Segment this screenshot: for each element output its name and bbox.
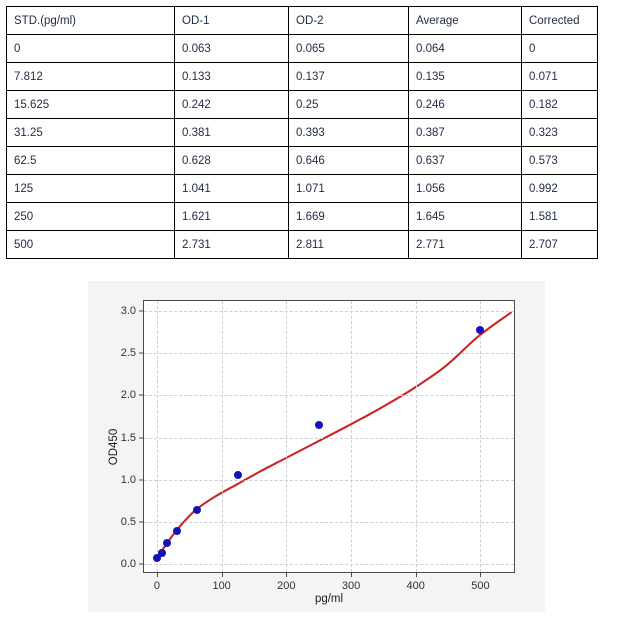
standard-curve-table-container: STD.(pg/ml) OD-1 OD-2 Average Corrected …: [6, 6, 598, 259]
table-cell: 2.811: [288, 230, 409, 259]
table-cell: 0.323: [521, 118, 598, 147]
table-cell: 2.771: [408, 230, 522, 259]
column-header-corrected: Corrected: [521, 6, 598, 35]
x-axis-label: pg/ml: [314, 593, 344, 605]
table-cell: 1.056: [408, 174, 522, 203]
table-cell: 0.133: [174, 62, 289, 91]
table-cell: 0.064: [408, 34, 522, 63]
y-tick-mark: [139, 394, 144, 396]
data-point-marker: [476, 326, 485, 335]
y-tick-label: 1.5: [120, 431, 136, 444]
table-row: 15.625 0.242 0.25 0.246 0.182: [6, 90, 598, 119]
x-tick-label: 500: [471, 580, 490, 592]
table-row: 0 0.063 0.065 0.064 0: [6, 34, 598, 63]
x-tick-mark: [286, 572, 288, 577]
x-tick-label: 100: [212, 580, 231, 592]
y-tick-mark: [139, 310, 144, 312]
data-point-marker: [163, 539, 172, 548]
y-tick-label: 3.0: [120, 305, 136, 318]
table-cell: 0.246: [408, 90, 522, 119]
column-header-od1: OD-1: [174, 6, 289, 35]
y-tick-mark: [139, 479, 144, 481]
table-cell: 1.669: [288, 202, 409, 231]
plot-frame: 0.0 0.5 1.0 1.5 2.0 2.5 3.0 0 100 200 300 400 500: [121, 300, 515, 592]
table-row: 31.25 0.381 0.393 0.387 0.323: [6, 118, 598, 147]
table-cell: 125: [6, 174, 175, 203]
x-tick-label: 300: [341, 580, 361, 592]
table-row: 250 1.621 1.669 1.645 1.581: [6, 202, 598, 231]
x-tick-mark: [221, 572, 223, 577]
standard-curve-table: STD.(pg/ml) OD-1 OD-2 Average Corrected …: [6, 6, 598, 259]
table-cell: 0.387: [408, 118, 522, 147]
data-point-marker: [233, 470, 242, 479]
x-tick-mark: [415, 572, 417, 577]
table-cell: 0.137: [288, 62, 409, 91]
y-tick-mark: [139, 437, 144, 438]
table-row: 125 1.041 1.071 1.056 0.992: [6, 174, 598, 203]
column-header-average: Average: [408, 6, 522, 35]
plot-area: 0.0 0.5 1.0 1.5 2.0 2.5 3.0 0 100 200 300 400 500: [121, 301, 514, 592]
data-point-marker: [157, 548, 166, 557]
table-cell: 2.707: [521, 230, 598, 259]
column-header-std: STD.(pg/ml): [6, 6, 175, 35]
table-cell: 0.628: [174, 146, 289, 175]
y-tick-label: 2.0: [120, 389, 136, 402]
table-row: 62.5 0.628 0.646 0.637 0.573: [6, 146, 598, 175]
table-cell: 15.625: [6, 90, 175, 119]
table-cell: 0.135: [408, 62, 522, 91]
table-row: 7.812 0.133 0.137 0.135 0.071: [6, 62, 598, 91]
table-cell: 0: [521, 34, 598, 63]
table-header-row: STD.(pg/ml) OD-1 OD-2 Average Corrected: [6, 6, 598, 35]
table-cell: 1.041: [174, 174, 289, 203]
data-point-marker: [193, 506, 202, 515]
y-tick-label: 0.5: [120, 515, 136, 528]
data-point-marker: [173, 527, 182, 536]
x-tick-label: 0: [153, 580, 160, 592]
table-cell: 1.581: [521, 202, 598, 231]
table-cell: 0.646: [288, 146, 409, 175]
y-tick-label: 0.0: [120, 557, 136, 570]
x-tick-mark: [156, 572, 158, 577]
table-cell: 1.071: [288, 174, 409, 203]
y-axis-label: OD450: [108, 428, 121, 465]
x-tick-mark: [480, 572, 482, 577]
data-point-marker: [152, 554, 161, 563]
y-tick-mark: [139, 352, 144, 354]
table-body: 0 0.063 0.065 0.064 0 7.812 0.133 0.137 0.135 0.0…: [6, 34, 598, 259]
table-cell: 0.381: [174, 118, 289, 147]
table-cell: 0.637: [408, 146, 522, 175]
table-cell: 2.731: [174, 230, 289, 259]
y-tick-mark: [139, 563, 144, 565]
table-cell: 1.645: [408, 202, 522, 231]
table-cell: 0.393: [288, 118, 409, 147]
y-tick-mark: [139, 521, 144, 523]
x-tick-mark: [351, 572, 353, 577]
fitted-curve: [155, 311, 512, 558]
table-cell: 0.25: [288, 90, 409, 119]
x-tick-label: 200: [277, 580, 296, 592]
table-cell: 0.071: [521, 62, 598, 91]
standard-curve-chart: OD450 pg/ml 0.0 0.5 1.0 1.5 2.0 2.5 3.0 0 100 200…: [88, 281, 545, 612]
x-tick-label: 400: [406, 580, 425, 592]
table-cell: 0.065: [288, 34, 409, 63]
table-cell: 31.25: [6, 118, 175, 147]
table-cell: 62.5: [6, 146, 175, 175]
table-cell: 0: [6, 34, 175, 63]
table-cell: 500: [6, 230, 175, 259]
table-cell: 7.812: [6, 62, 175, 91]
table-cell: 0.992: [521, 174, 598, 203]
data-point-marker: [314, 421, 323, 430]
table-cell: 1.621: [174, 202, 289, 231]
table-cell: 250: [6, 202, 175, 231]
table-cell: 0.573: [521, 146, 598, 175]
column-header-od2: OD-2: [288, 6, 409, 35]
table-row: 500 2.731 2.811 2.771 2.707: [6, 230, 598, 259]
table-cell: 0.063: [174, 34, 289, 63]
table-cell: 0.182: [521, 90, 598, 119]
table-cell: 0.242: [174, 90, 289, 119]
y-tick-label: 1.0: [120, 473, 136, 486]
y-tick-label: 2.5: [120, 347, 136, 360]
